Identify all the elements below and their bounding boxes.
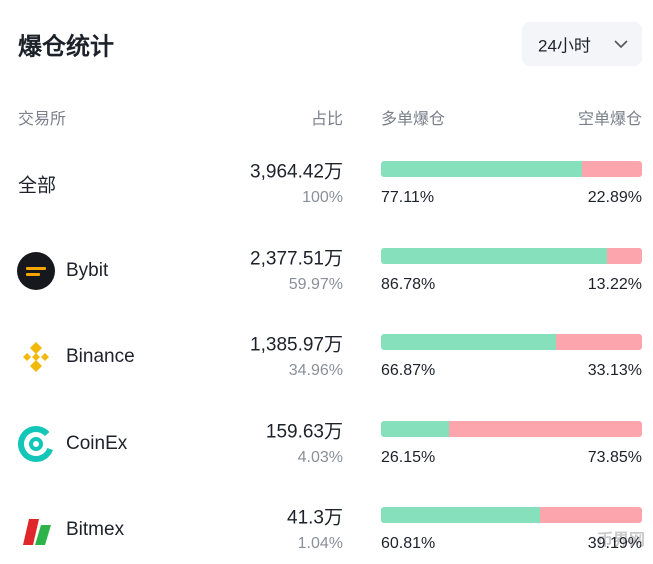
short-bar <box>607 247 642 264</box>
exchange-logo <box>17 251 55 290</box>
long-bar <box>381 334 556 350</box>
share: 1.04% <box>297 535 343 552</box>
long-bar <box>381 420 450 437</box>
share: 100% <box>302 189 343 206</box>
logo-icon <box>18 425 54 462</box>
long-bar <box>381 247 608 264</box>
exchange-name: Bitmex <box>66 519 125 540</box>
long-pct: 86.78% <box>381 275 436 293</box>
column-header: 占比 <box>310 111 343 128</box>
short-pct: 13.22% <box>587 275 642 293</box>
short-bar <box>555 334 642 350</box>
long-pct: 66.87% <box>381 362 436 379</box>
exchange-logo <box>17 338 55 376</box>
long-pct: 26.15% <box>381 448 436 466</box>
title: 爆仓统计 <box>18 33 114 61</box>
logo-icon <box>23 342 49 372</box>
column-header: 交易所 <box>18 111 67 128</box>
exchange-name: CoinEx <box>66 432 128 454</box>
short-bar <box>582 161 642 177</box>
chevron <box>614 40 628 49</box>
short-pct: 39.19% <box>587 535 642 552</box>
amount: 1,385.97万 <box>250 334 343 356</box>
logo-icon <box>23 519 51 545</box>
exchange-logo <box>17 425 55 463</box>
exchange-name: Bybit <box>66 259 109 281</box>
short-bar <box>539 507 642 523</box>
exchange-logo <box>17 511 55 549</box>
amount: 2,377.51万 <box>250 248 343 269</box>
short-pct: 33.13% <box>587 362 642 379</box>
short-bar <box>449 420 642 437</box>
short-pct: 73.85% <box>587 448 642 466</box>
column-header: 空单爆仓 <box>577 111 642 128</box>
logo-icon <box>17 251 55 290</box>
long-pct: 60.81% <box>381 535 436 552</box>
share: 4.03% <box>297 448 343 466</box>
amount: 3,964.42万 <box>250 161 343 183</box>
exchange-name: 全部 <box>18 175 57 197</box>
share: 59.97% <box>288 275 343 293</box>
short-pct: 22.89% <box>587 189 642 206</box>
long-pct: 77.11% <box>381 189 435 206</box>
amount: 159.63万 <box>265 421 343 442</box>
column-header: 多单爆仓 <box>381 111 446 128</box>
time-dropdown[interactable]: 24小时 <box>522 22 642 66</box>
dropdown-label: 24小时 <box>538 36 591 56</box>
share: 34.96% <box>288 362 343 379</box>
long-bar <box>381 161 583 177</box>
long-bar <box>381 507 540 523</box>
amount: 41.3万 <box>287 507 343 529</box>
exchange-name: Binance <box>66 346 135 367</box>
watermark: 币界网 <box>596 532 645 549</box>
